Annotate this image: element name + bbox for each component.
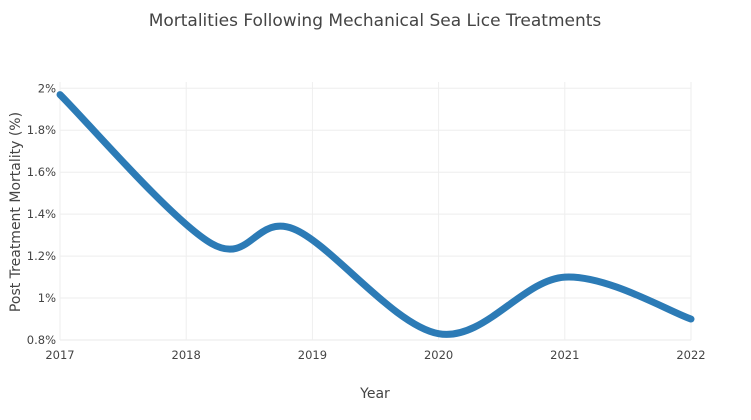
y-tick-label: 1.8%	[27, 123, 56, 137]
x-tick-label: 2017	[45, 348, 74, 362]
y-tick-label: 1.2%	[27, 249, 56, 263]
y-tick-label: 0.8%	[27, 333, 56, 347]
tick-label-layer: 0.8% 1% 1.2% 1.4% 1.6% 1.8% 2% 2017 2018 2019 2020…	[27, 81, 706, 362]
x-tick-label: 2021	[550, 348, 579, 362]
x-tick-label: 2022	[676, 348, 705, 362]
x-tick-label: 2019	[298, 348, 327, 362]
x-tick-label: 2018	[172, 348, 201, 362]
y-tick-label: 2%	[38, 81, 56, 95]
x-axis-title: Year	[359, 386, 390, 402]
series-line	[56, 91, 695, 338]
y-axis-title: Post Treatment Mortality (%)	[8, 112, 24, 312]
grid-layer	[59, 82, 692, 341]
series-layer	[56, 91, 695, 338]
y-tick-label: 1%	[38, 291, 56, 305]
y-tick-label: 1.6%	[27, 165, 56, 179]
x-tick-label: 2020	[424, 348, 453, 362]
chart-title: Mortalities Following Mechanical Sea Lic…	[149, 11, 602, 31]
y-tick-label: 1.4%	[27, 207, 56, 221]
